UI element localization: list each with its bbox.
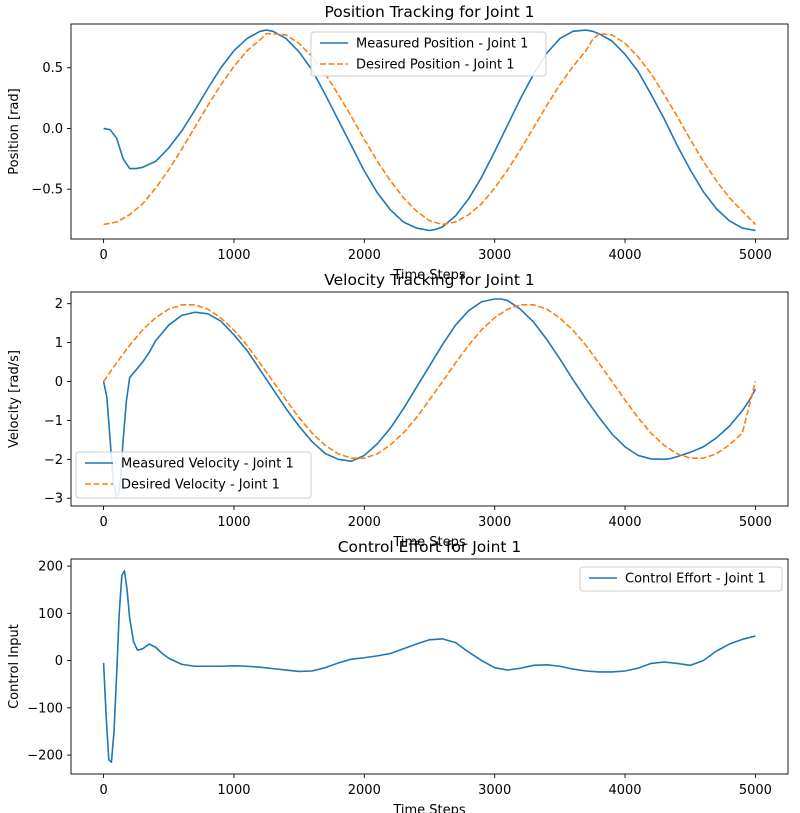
chart-panel-1: Position Tracking for Joint 1 0 1000 2000 30… [7,3,789,283]
series-line-1 [102,298,757,498]
chart-title: Position Tracking for Joint 1 [324,3,534,21]
y-tick-label: −0.5 [31,183,63,198]
series-line-2 [102,304,757,459]
y-tick-label: −100 [27,701,63,716]
legend-label: Measured Position - Joint 1 [356,37,528,52]
x-tick-label: 3000 [478,783,511,798]
y-tick-label: −2 [44,453,63,468]
legend-box [75,451,312,499]
legend-label: Desired Velocity - Joint 1 [121,478,280,493]
y-tick-label: 2 [55,297,63,312]
x-tick-label: 1000 [217,783,250,798]
x-tick-label: 4000 [608,248,641,263]
axes-frame [70,558,789,775]
x-axis-label: Time Steps [392,803,466,813]
x-tick-label: 0 [99,248,107,263]
y-axis-label: Position [rad] [7,88,22,174]
x-tick-label: 0 [99,783,107,798]
x-tick-label: 2000 [348,783,381,798]
series-line-1 [103,29,756,232]
legend-box [579,566,783,592]
series-line-2 [103,32,756,226]
legend-box [310,31,547,77]
y-tick-label: 0.0 [42,122,63,137]
x-tick-label: 2000 [348,248,381,263]
x-tick-label: 1000 [217,248,250,263]
x-tick-label: 4000 [608,515,641,530]
axes-frame [70,23,789,240]
y-tick-label: 1 [55,336,63,351]
legend: Measured Position - Joint 1 Desired Posit… [310,31,547,77]
y-tick-label: 200 [38,560,63,575]
legend: Measured Velocity - Joint 1 Desired Veloc… [75,451,312,499]
x-tick-label: 5000 [739,248,772,263]
chart-panel-2: Velocity Tracking for Joint 1 0 1000 2000 30… [7,271,789,550]
y-axis-label: Velocity [rad/s] [7,350,22,448]
x-axis-label: Time Steps [392,535,466,550]
y-tick-label: −3 [44,492,63,507]
x-tick-label: 0 [99,515,107,530]
x-axis-label: Time Steps [392,268,466,283]
y-tick-label: −1 [44,414,63,429]
legend-label: Desired Position - Joint 1 [356,58,515,73]
x-tick-label: 2000 [348,515,381,530]
axes-frame [70,291,789,507]
legend-label: Control Effort - Joint 1 [625,572,766,587]
chart-panel-3: Control Effort for Joint 10 1000 2000 3000 4… [7,538,789,813]
y-tick-label: 0 [55,654,63,669]
chart-title: Velocity Tracking for Joint 1 [324,271,534,289]
y-tick-label: 0.5 [42,61,63,76]
x-tick-label: 1000 [217,515,250,530]
series-line-1 [102,570,756,763]
x-tick-label: 5000 [739,515,772,530]
y-tick-label: −200 [27,749,63,764]
x-tick-label: 3000 [478,248,511,263]
x-tick-label: 4000 [608,783,641,798]
y-axis-label: Control Input [7,624,22,709]
y-tick-label: 100 [38,607,63,622]
y-tick-label: 0 [55,375,63,390]
x-tick-label: 3000 [478,515,511,530]
legend: Control Effort - Joint 1 [579,566,783,592]
chart-title: Control Effort for Joint 1 [338,538,522,556]
x-tick-label: 5000 [739,783,772,798]
legend-label: Measured Velocity - Joint 1 [121,457,294,472]
